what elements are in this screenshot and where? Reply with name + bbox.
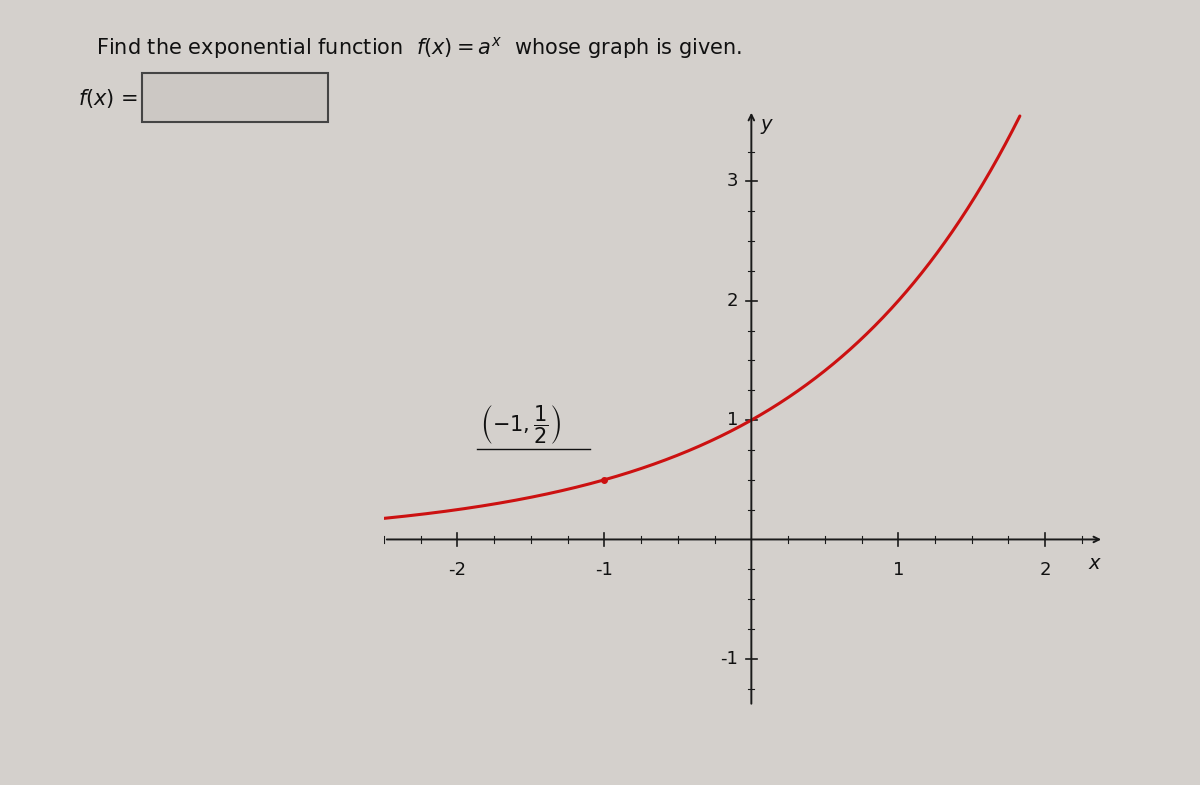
FancyBboxPatch shape bbox=[142, 73, 328, 122]
Text: 1: 1 bbox=[727, 411, 738, 429]
Text: 2: 2 bbox=[727, 292, 738, 310]
Text: $f(x)$ =: $f(x)$ = bbox=[78, 86, 138, 110]
Text: 3: 3 bbox=[727, 173, 738, 191]
Text: -1: -1 bbox=[595, 561, 613, 579]
Text: 2: 2 bbox=[1039, 561, 1051, 579]
Text: -2: -2 bbox=[449, 561, 467, 579]
Text: -1: -1 bbox=[720, 650, 738, 668]
Text: Find the exponential function  $f(x) = a^x$  whose graph is given.: Find the exponential function $f(x) = a^… bbox=[96, 35, 743, 61]
Text: y: y bbox=[760, 115, 772, 133]
Text: x: x bbox=[1088, 553, 1099, 573]
Text: $\left(-1,\dfrac{1}{2}\right)$: $\left(-1,\dfrac{1}{2}\right)$ bbox=[480, 403, 560, 447]
Text: 1: 1 bbox=[893, 561, 904, 579]
